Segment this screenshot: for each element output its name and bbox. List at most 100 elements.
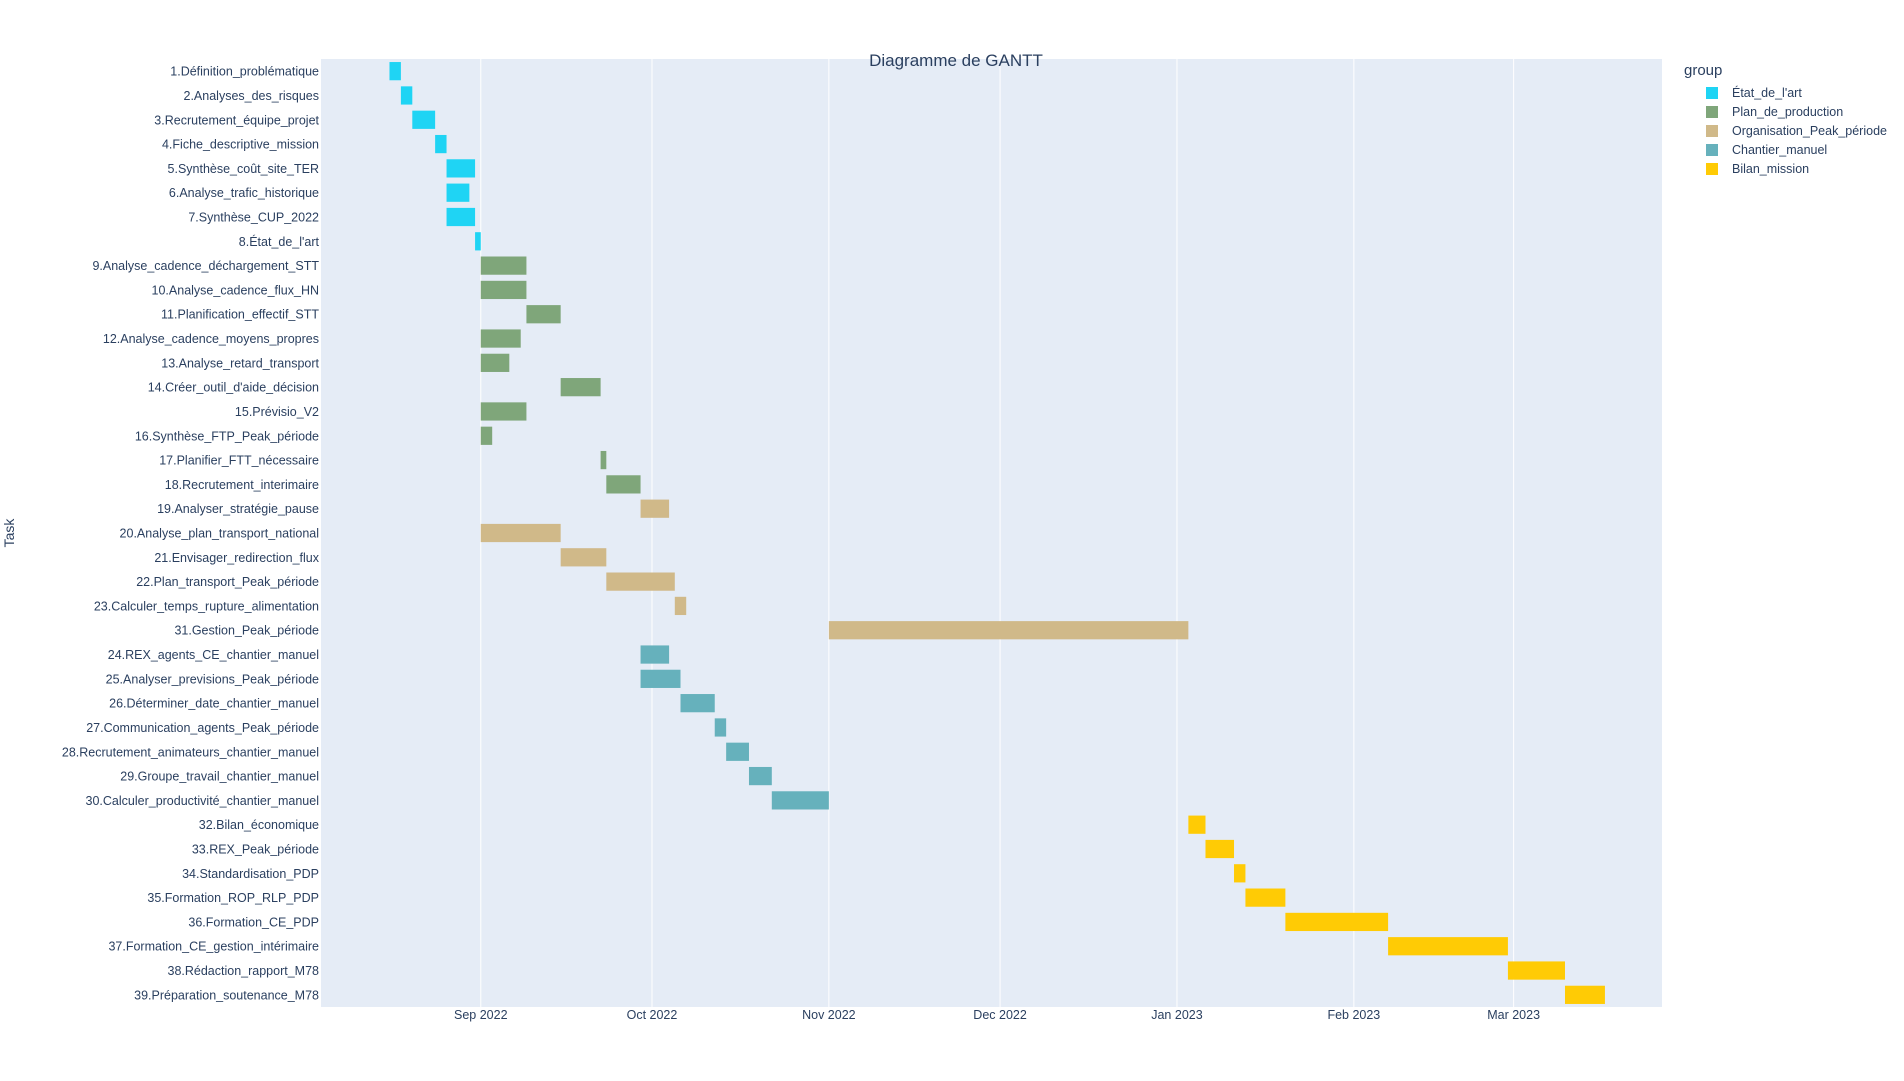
legend-item[interactable]: Chantier_manuel [1684, 140, 1887, 159]
y-tick-label: 14.Créer_outil_d'aide_décision [148, 381, 319, 395]
y-tick-label: 38.Rédaction_rapport_M78 [168, 964, 320, 978]
gantt-bar[interactable] [1388, 937, 1508, 956]
gantt-bar[interactable] [1234, 864, 1246, 883]
y-tick-label: 3.Recrutement_équipe_projet [154, 113, 319, 127]
x-tick-label: Jan 2023 [1151, 1008, 1202, 1022]
y-tick-label: 27.Communication_agents_Peak_période [86, 721, 319, 735]
gantt-bar[interactable] [828, 621, 1189, 640]
x-tick-label: Mar 2023 [1487, 1008, 1540, 1022]
y-tick-label: 20.Analyse_plan_transport_national [120, 527, 319, 541]
y-tick-label: 4.Fiche_descriptive_mission [162, 138, 319, 152]
y-tick-label: 5.Synthèse_coût_site_TER [168, 162, 319, 176]
gantt-bar[interactable] [560, 378, 601, 397]
gantt-bar[interactable] [1285, 912, 1389, 932]
y-tick-label: 34.Standardisation_PDP [182, 867, 319, 881]
gantt-bar[interactable] [435, 134, 447, 154]
gantt-bar[interactable] [606, 475, 641, 494]
gantt-bar[interactable] [446, 183, 470, 202]
y-tick-label: 29.Groupe_travail_chantier_manuel [120, 770, 319, 784]
gantt-bar[interactable] [674, 596, 687, 616]
legend-swatch [1706, 162, 1718, 175]
gantt-bar[interactable] [1205, 839, 1235, 859]
legend-label: Chantier_manuel [1732, 142, 1828, 157]
y-tick-label: 6.Analyse_trafic_historique [169, 186, 319, 200]
x-tick-label: Oct 2022 [627, 1008, 678, 1022]
gantt-bar[interactable] [600, 450, 607, 470]
y-tick-label: 26.Déterminer_date_chantier_manuel [109, 697, 319, 711]
gantt-bar[interactable] [526, 305, 561, 324]
y-tick-label: 25.Analyser_previsions_Peak_période [106, 672, 319, 686]
x-tick-label: Feb 2023 [1327, 1008, 1380, 1022]
y-tick-label: 11.Planification_effectif_STT [161, 308, 319, 322]
y-tick-label: 18.Recrutement_interimaire [165, 478, 319, 492]
gantt-bar[interactable] [1245, 888, 1286, 907]
y-tick-label: 39.Préparation_soutenance_M78 [134, 988, 319, 1002]
gantt-bar[interactable] [748, 766, 772, 786]
legend-swatch [1706, 124, 1718, 137]
gantt-bar[interactable] [1564, 985, 1605, 1004]
y-tick-label: 36.Formation_CE_PDP [188, 915, 319, 929]
y-tick-label: 23.Calculer_temps_rupture_alimentation [94, 599, 319, 613]
gantt-bar[interactable] [726, 742, 749, 761]
x-tick-label: Sep 2022 [454, 1008, 508, 1022]
legend-swatch [1706, 143, 1718, 156]
gantt-bar[interactable] [480, 426, 493, 445]
legend-item[interactable]: Organisation_Peak_période [1684, 121, 1887, 140]
y-tick-label: 30.Calculer_productivité_chantier_manuel [86, 794, 319, 808]
y-tick-label: 12.Analyse_cadence_moyens_propres [103, 332, 319, 346]
gantt-bar[interactable] [640, 669, 681, 688]
gantt-bar[interactable] [400, 86, 413, 105]
gantt-bar[interactable] [771, 791, 829, 810]
x-tick-label: Nov 2022 [802, 1008, 856, 1022]
legend-label: Organisation_Peak_période [1732, 123, 1887, 138]
legend-item[interactable]: Plan_de_production [1684, 102, 1887, 121]
y-tick-label: 37.Formation_CE_gestion_intérimaire [108, 940, 319, 954]
y-tick-label: 9.Analyse_cadence_déchargement_STT [92, 259, 319, 273]
gantt-bar[interactable] [446, 207, 476, 227]
gantt-bar[interactable] [480, 402, 527, 421]
y-tick-label: 31.Gestion_Peak_période [174, 624, 319, 638]
y-tick-label: 8.État_de_l'art [239, 234, 320, 249]
y-tick-label: 15.Prévisio_V2 [235, 405, 319, 419]
y-axis-title: Task [1, 518, 17, 548]
y-tick-label: 10.Analyse_cadence_flux_HN [152, 283, 319, 297]
legend-label: Bilan_mission [1732, 161, 1810, 176]
gantt-bar[interactable] [640, 499, 670, 518]
y-tick-label: 2.Analyses_des_risques [184, 89, 320, 103]
gantt-bar[interactable] [412, 110, 436, 129]
gantt-bar[interactable] [606, 572, 675, 591]
legend-title: group [1684, 62, 1723, 79]
legend-label: Plan_de_production [1732, 104, 1844, 119]
gantt-bar[interactable] [475, 232, 481, 251]
gantt-bar[interactable] [1507, 961, 1565, 980]
gantt-bar[interactable] [446, 159, 476, 178]
legend-swatch [1706, 105, 1718, 118]
y-tick-label: 24.REX_agents_CE_chantier_manuel [108, 648, 319, 662]
y-tick-label: 7.Synthèse_CUP_2022 [188, 211, 319, 225]
gantt-bar[interactable] [560, 548, 607, 567]
y-tick-label: 1.Définition_problématique [170, 65, 319, 79]
gantt-bar[interactable] [1188, 815, 1206, 834]
gantt-bar[interactable] [680, 694, 715, 713]
gantt-bar[interactable] [480, 280, 527, 300]
gantt-bar[interactable] [480, 256, 527, 275]
legend-label: État_de_l'art [1732, 85, 1802, 100]
legend: group État_de_l'art Plan_de_production Org… [1684, 62, 1887, 178]
legend-item[interactable]: Bilan_mission [1684, 159, 1887, 178]
legend-item[interactable]: État_de_l'art [1684, 83, 1887, 102]
y-tick-label: 35.Formation_ROP_RLP_PDP [147, 891, 319, 905]
y-tick-label: 19.Analyser_stratégie_pause [157, 502, 319, 516]
chart-title: Diagramme de GANTT [869, 51, 1043, 70]
gantt-bar[interactable] [640, 645, 670, 664]
legend-swatch [1706, 86, 1718, 99]
y-tick-label: 13.Analyse_retard_transport [161, 356, 319, 370]
y-tick-label: 28.Recrutement_animateurs_chantier_manue… [62, 745, 319, 759]
gantt-bar[interactable] [389, 62, 401, 81]
y-tick-label: 22.Plan_transport_Peak_période [136, 575, 319, 589]
y-tick-label: 16.Synthèse_FTP_Peak_période [135, 429, 319, 443]
gantt-bar[interactable] [480, 353, 510, 372]
gantt-bar[interactable] [480, 329, 521, 348]
gantt-bar[interactable] [480, 523, 561, 543]
gantt-bar[interactable] [714, 718, 727, 737]
